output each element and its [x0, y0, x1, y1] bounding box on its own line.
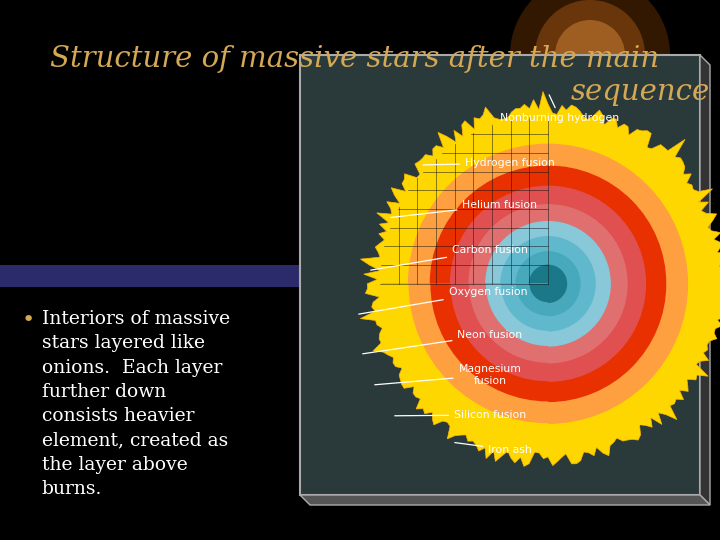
Text: sequence: sequence [571, 78, 710, 106]
Wedge shape [451, 284, 548, 381]
Circle shape [469, 205, 627, 363]
Text: Interiors of massive
stars layered like
onions.  Each layer
further down
consist: Interiors of massive stars layered like … [42, 310, 230, 498]
Bar [0, 265, 300, 287]
Text: •: • [22, 310, 35, 330]
Wedge shape [529, 284, 548, 302]
Text: Hydrogen fusion: Hydrogen fusion [423, 158, 555, 168]
Wedge shape [431, 284, 548, 401]
Circle shape [380, 116, 716, 452]
Circle shape [431, 166, 665, 401]
Polygon shape [700, 55, 710, 505]
Bar [300, 55, 700, 495]
Circle shape [408, 144, 688, 423]
Text: Helium fusion: Helium fusion [391, 200, 538, 218]
Text: Carbon fusion: Carbon fusion [371, 245, 528, 270]
Wedge shape [408, 284, 548, 423]
Text: Silicon fusion: Silicon fusion [395, 410, 526, 420]
Text: Iron ash: Iron ash [455, 443, 532, 455]
Circle shape [535, 0, 645, 110]
Text: Oxygen fusion: Oxygen fusion [359, 287, 527, 314]
Text: Magnesium
fusion: Magnesium fusion [375, 364, 521, 386]
Wedge shape [382, 284, 548, 450]
Text: Neon fusion: Neon fusion [363, 330, 523, 354]
Circle shape [501, 237, 595, 331]
Circle shape [486, 221, 610, 346]
Wedge shape [516, 284, 548, 316]
Wedge shape [501, 284, 548, 331]
Bar [310, 65, 710, 505]
Wedge shape [469, 284, 548, 363]
Polygon shape [361, 92, 720, 467]
Text: Nonburning hydrogen: Nonburning hydrogen [500, 95, 620, 123]
Circle shape [529, 265, 567, 302]
Polygon shape [300, 495, 710, 505]
Circle shape [516, 252, 580, 316]
Wedge shape [486, 284, 548, 346]
Circle shape [555, 20, 625, 90]
Circle shape [510, 0, 670, 135]
Wedge shape [380, 284, 548, 452]
Circle shape [451, 186, 645, 381]
Text: Structure of massive stars after the main: Structure of massive stars after the mai… [50, 45, 659, 73]
